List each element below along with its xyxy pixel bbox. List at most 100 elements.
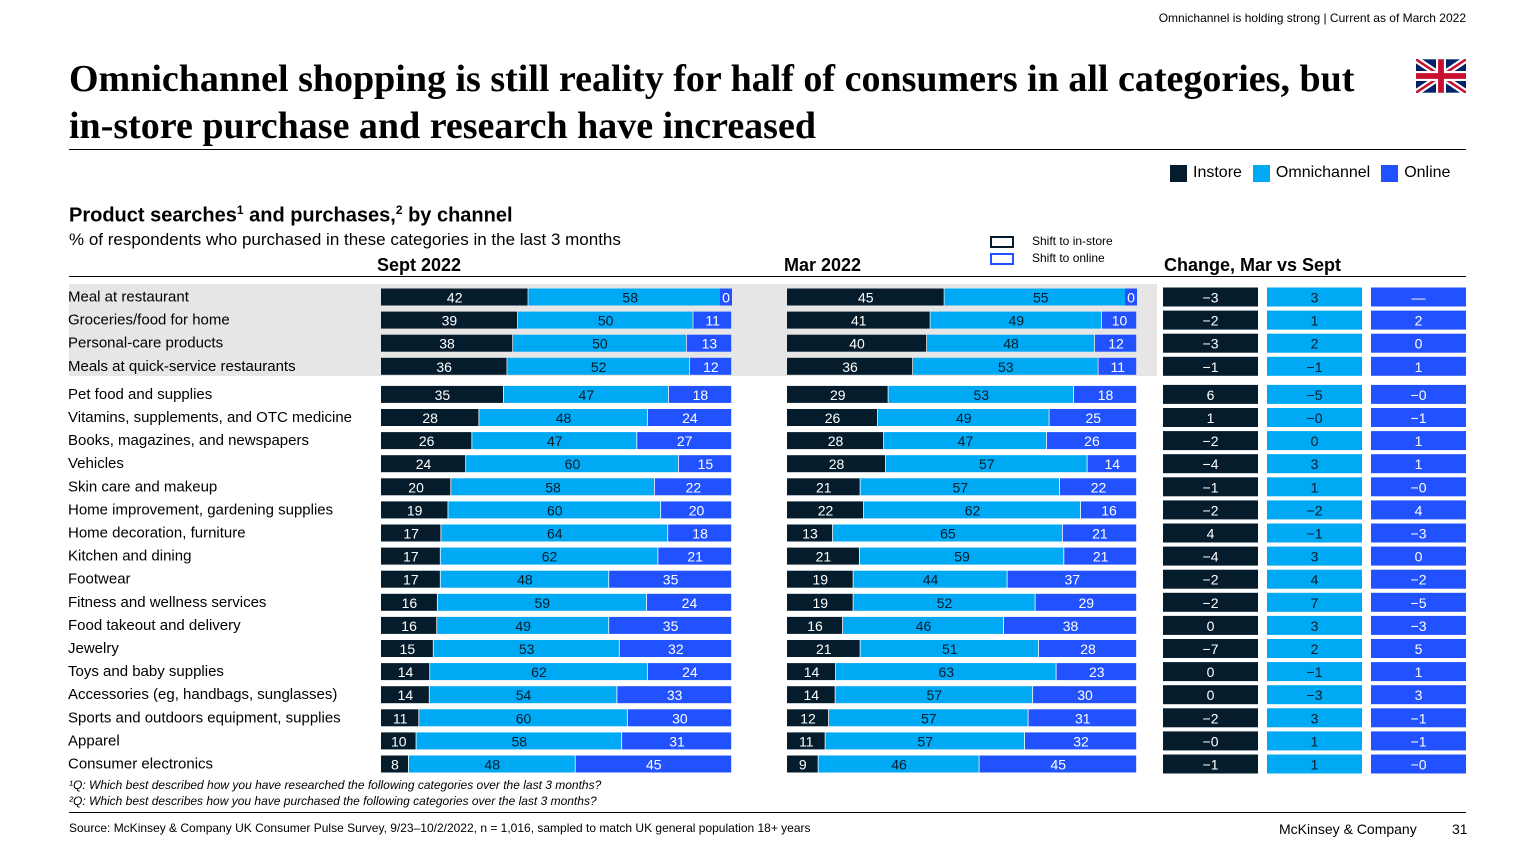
- uk-flag-icon: [1416, 59, 1466, 93]
- change-cell-instore: [1163, 662, 1258, 682]
- bar-label-omnichannel-sept: 49: [515, 618, 531, 634]
- change-cell-instore: [1163, 639, 1258, 658]
- bar-online-sept: [622, 732, 732, 750]
- bar-online-mar: [1060, 478, 1137, 496]
- bar-omnichannel-mar: [888, 385, 1074, 403]
- bar-online-mar: [1004, 616, 1137, 634]
- bar-omnichannel-sept: [408, 755, 575, 773]
- bar-label-instore-sept: 17: [403, 549, 419, 565]
- bar-label-instore-mar: 21: [816, 641, 832, 657]
- bar-omnichannel-mar: [859, 547, 1064, 565]
- bar-label-omnichannel-sept: 58: [511, 733, 527, 749]
- bar-label-omnichannel-sept: 50: [592, 336, 608, 352]
- change-cell-omnichannel: [1267, 287, 1362, 307]
- bar-omnichannel-mar: [835, 686, 1033, 704]
- change-value-online: 1: [1415, 433, 1423, 449]
- bar-online-sept: [689, 357, 732, 375]
- bar-online-mar: [1033, 686, 1137, 704]
- bar-label-instore-sept: 39: [442, 313, 458, 329]
- category-label: Vitamins, supplements, and OTC medicine: [68, 409, 352, 426]
- bar-label-online-mar: 45: [1050, 757, 1066, 773]
- subtitle-part1: Product searches: [69, 204, 237, 227]
- bar-label-instore-sept: 11: [393, 710, 408, 726]
- change-value-instore: −4: [1203, 456, 1219, 472]
- bar-instore-sept: [381, 524, 441, 542]
- bar-label-online-sept: 0: [722, 290, 730, 306]
- bar-online-sept: [647, 409, 732, 426]
- bar-label-omnichannel-mar: 57: [921, 710, 937, 726]
- change-value-instore: −1: [1203, 359, 1219, 375]
- category-label: Pet food and supplies: [68, 386, 212, 403]
- bar-label-instore-mar: 40: [849, 336, 865, 352]
- change-cell-instore: [1163, 592, 1258, 612]
- change-value-omnichannel: −5: [1307, 387, 1323, 403]
- bar-label-online-mar: 11: [1110, 359, 1125, 375]
- bar-label-omnichannel-sept: 60: [516, 710, 532, 726]
- bar-omnichannel-sept: [507, 357, 690, 375]
- change-cell-omnichannel: [1267, 569, 1362, 589]
- change-cell-instore: [1163, 454, 1258, 474]
- source-note: Source: McKinsey & Company UK Consumer P…: [69, 821, 811, 835]
- change-value-instore: −1: [1203, 479, 1219, 495]
- bar-label-omnichannel-mar: 49: [1008, 313, 1024, 329]
- change-value-instore: 1: [1207, 410, 1215, 426]
- bar-label-online-sept: 20: [689, 502, 705, 518]
- panel-header-sept: Sept 2022: [377, 255, 462, 275]
- change-value-online: −1: [1411, 410, 1427, 426]
- bar-online-mar: [979, 755, 1137, 773]
- change-cell-online: [1371, 569, 1466, 589]
- category-label: Sports and outdoors equipment, supplies: [68, 709, 341, 726]
- bar-label-omnichannel-mar: 53: [998, 359, 1014, 375]
- bar-label-omnichannel-sept: 59: [535, 595, 551, 611]
- bar-label-online-mar: 26: [1084, 433, 1100, 449]
- bar-label-online-mar: 21: [1092, 526, 1108, 542]
- bar-online-sept: [609, 616, 732, 634]
- change-value-omnichannel: 2: [1311, 336, 1319, 352]
- change-cell-omnichannel: [1267, 333, 1362, 353]
- bar-label-instore-mar: 28: [828, 433, 844, 449]
- bar-label-omnichannel-sept: 62: [531, 664, 547, 680]
- bar-instore-mar: [787, 663, 836, 681]
- shift-legend: Shift to in-store Shift to online: [990, 233, 1113, 267]
- bar-label-instore-mar: 11: [799, 733, 814, 749]
- bar-instore-mar: [787, 593, 853, 611]
- category-label: Groceries/food for home: [68, 312, 230, 329]
- subtitle-part3: by channel: [402, 204, 513, 227]
- bar-label-omnichannel-mar: 48: [1003, 336, 1019, 352]
- bar-omnichannel-mar: [927, 334, 1095, 352]
- bar-label-instore-sept: 38: [439, 336, 455, 352]
- legend-item-online: Online: [1381, 164, 1450, 182]
- bar-omnichannel-sept: [451, 478, 654, 496]
- bar-omnichannel-sept: [419, 709, 627, 727]
- bar-online-sept: [658, 547, 732, 565]
- bar-label-omnichannel-sept: 54: [516, 687, 532, 703]
- change-value-online: −1: [1411, 733, 1427, 749]
- bar-instore-mar: [787, 547, 859, 565]
- change-value-online: −3: [1411, 618, 1427, 634]
- change-cell-omnichannel: [1267, 662, 1362, 682]
- bar-online-sept: [720, 288, 732, 306]
- bar-label-online-sept: 13: [702, 336, 718, 352]
- bar-label-instore-sept: 19: [407, 502, 423, 518]
- bar-online-mar: [1062, 524, 1137, 542]
- bar-omnichannel-sept: [429, 686, 617, 704]
- change-cell-omnichannel: [1267, 731, 1362, 751]
- change-cell-instore: [1163, 708, 1258, 728]
- bar-instore-sept: [381, 455, 466, 473]
- bar-online-sept: [617, 686, 732, 704]
- bar-online-mar: [1095, 334, 1137, 352]
- bar-label-omnichannel-sept: 58: [545, 479, 561, 495]
- change-value-instore: −2: [1203, 595, 1219, 611]
- bar-label-online-mar: 23: [1089, 664, 1105, 680]
- change-value-omnichannel: −1: [1307, 664, 1323, 680]
- category-label: Food takeout and delivery: [68, 617, 241, 634]
- change-value-omnichannel: 3: [1311, 710, 1319, 726]
- change-value-online: 3: [1415, 687, 1423, 703]
- category-label: Books, magazines, and newspapers: [68, 432, 309, 449]
- bar-online-sept: [575, 755, 732, 773]
- bar-online-mar: [1098, 357, 1137, 375]
- change-value-omnichannel: −3: [1307, 687, 1323, 703]
- bar-label-instore-mar: 19: [812, 595, 828, 611]
- bar-label-omnichannel-sept: 48: [517, 572, 533, 588]
- change-cell-instore: [1163, 569, 1258, 589]
